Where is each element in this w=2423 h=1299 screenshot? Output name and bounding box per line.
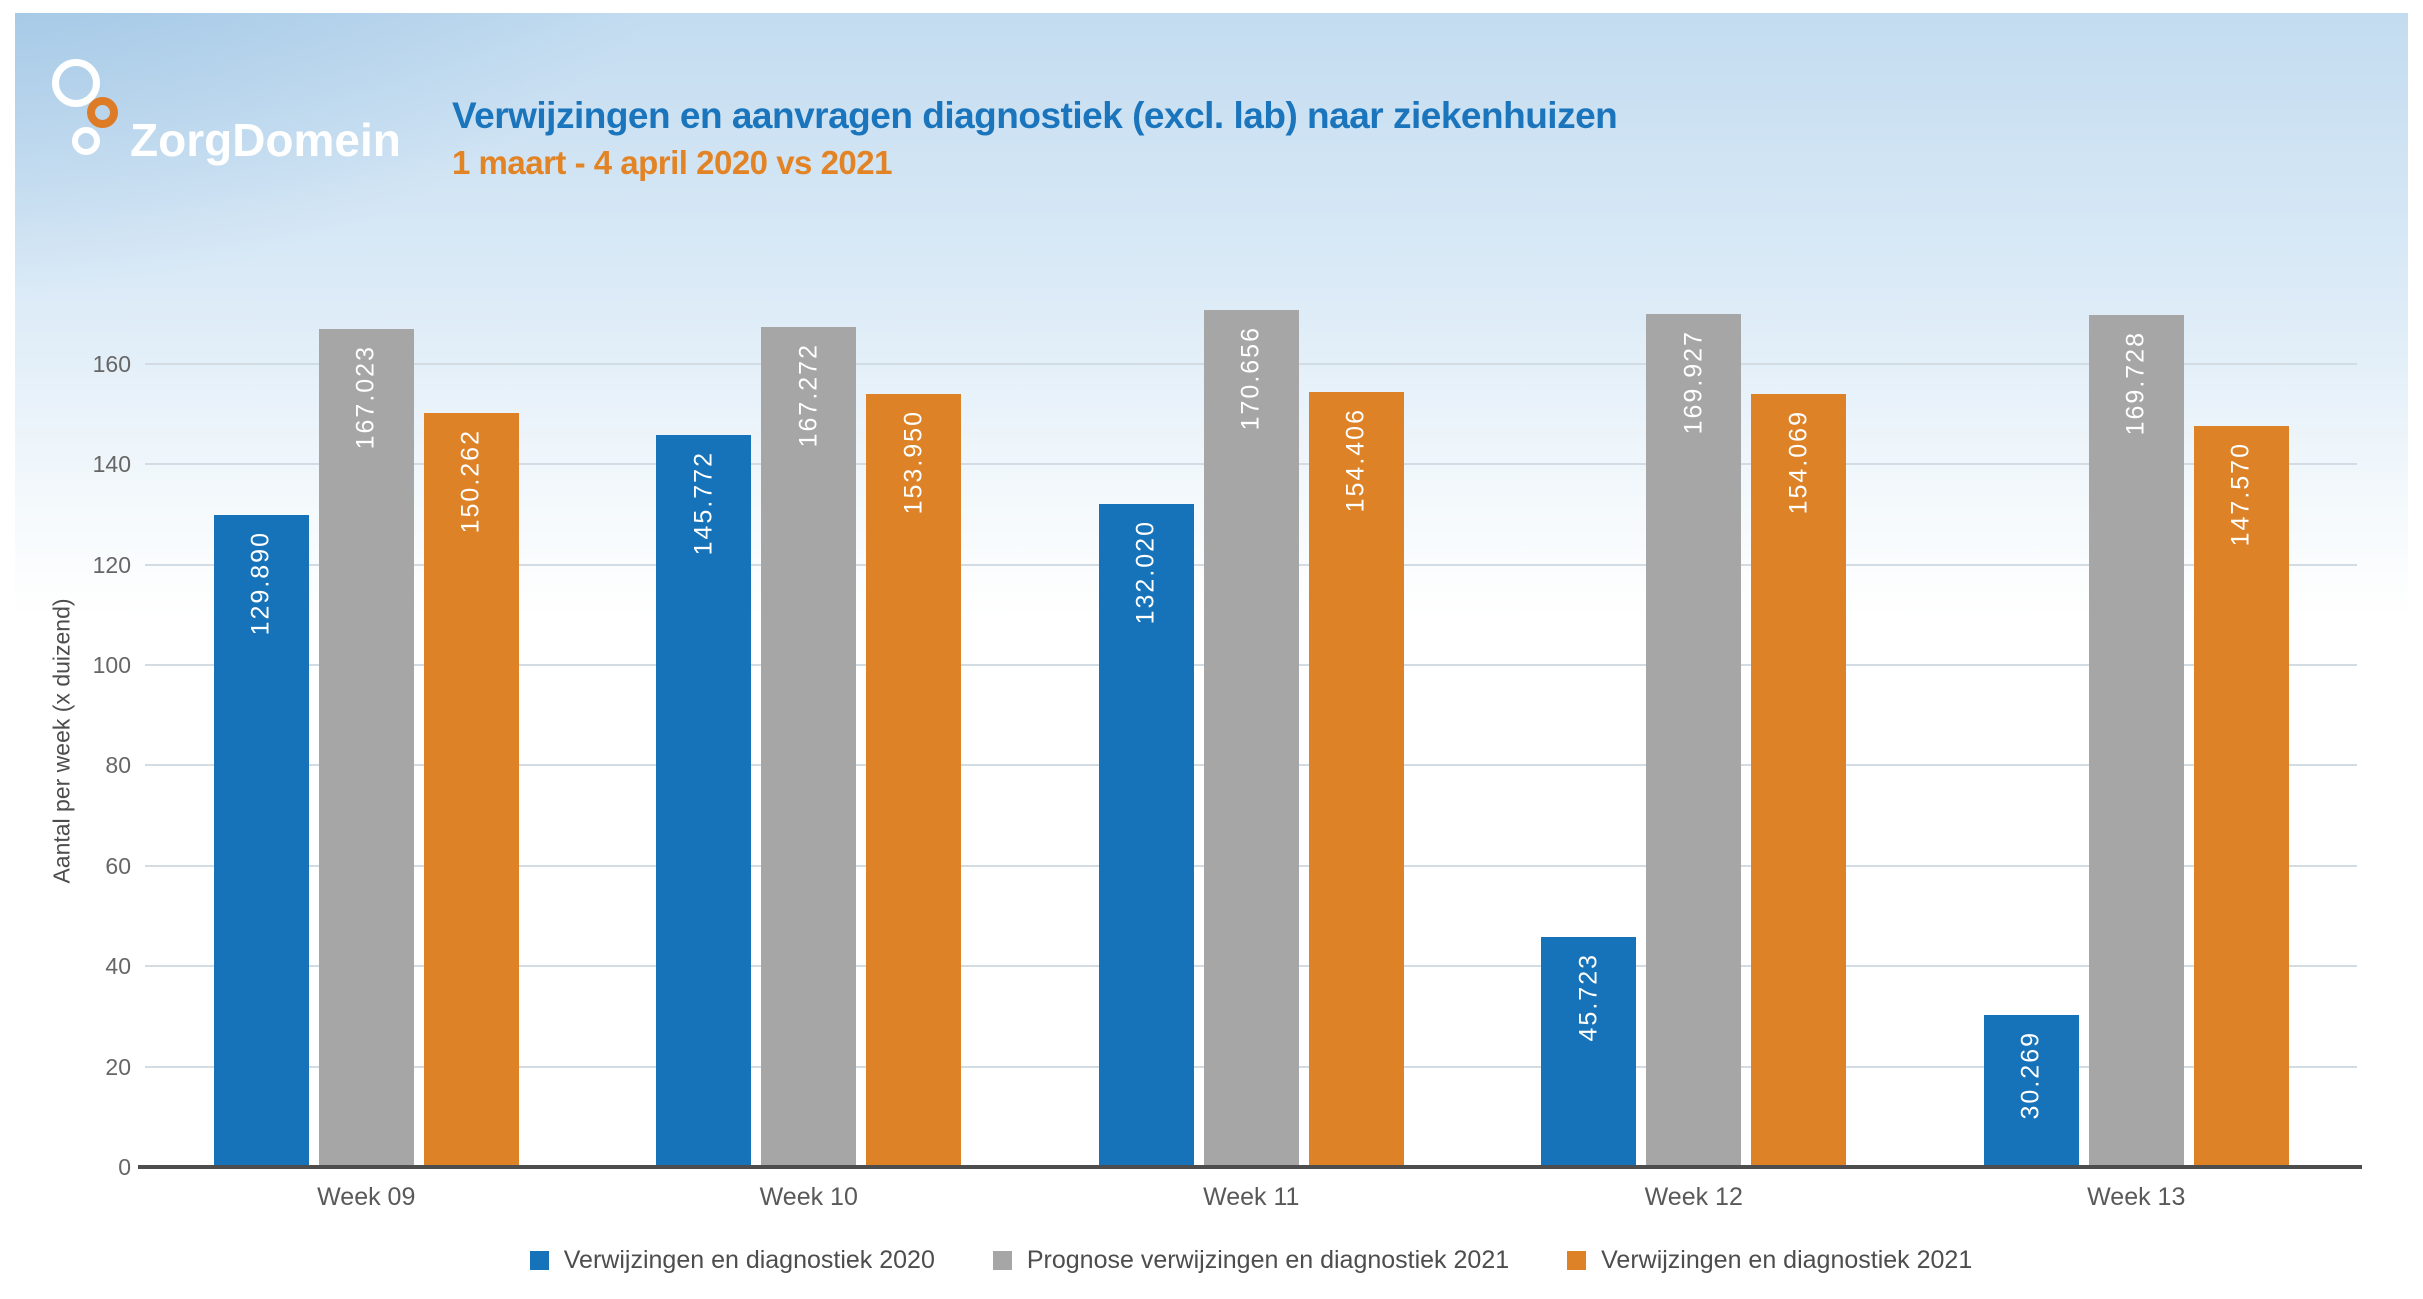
- bar-value-label: 132.020: [1131, 520, 1160, 625]
- legend-marker-icon: [992, 1251, 1012, 1270]
- bar-group-week-13: 30.269 169.728 147.570: [1983, 295, 2289, 1167]
- bar-2020-week-12: 45.723: [1541, 937, 1637, 1167]
- bar-prognose-2021-week-12: 169.927: [1646, 314, 1742, 1167]
- bar-group-week-11: 132.020 170.656 154.406: [1098, 295, 1404, 1167]
- bar-group-week-10: 145.772 167.272 153.950: [656, 295, 962, 1167]
- bar-value-label: 154.069: [1784, 410, 1813, 515]
- bar-2020-week-13: 30.269: [1983, 1015, 2079, 1167]
- y-tick-label-40: 40: [105, 953, 131, 980]
- bar-value-label: 145.772: [689, 451, 718, 556]
- bar-value-label: 129.890: [246, 531, 275, 636]
- plot-area: 0 20 40 60 80 100 120 140 160 129.890 167.023 150.…: [93, 295, 2362, 1211]
- chart-title: Verwijzingen en aanvragen diagnostiek (e…: [452, 95, 1618, 136]
- bar-prognose-2021-week-11: 170.656: [1203, 310, 1299, 1167]
- logo-circle-orange-icon: [87, 97, 118, 128]
- bar-value-label: 169.927: [1679, 330, 1708, 435]
- chart-subtitle: 1 maart - 4 april 2020 vs 2021: [452, 144, 892, 181]
- legend-label: Verwijzingen en diagnostiek 2021: [1601, 1246, 1973, 1274]
- bar-prognose-2021-week-09: 167.023: [318, 329, 414, 1167]
- bar-group-week-09: 129.890 167.023 150.262: [213, 295, 519, 1167]
- bar-value-label: 147.570: [2226, 442, 2255, 547]
- bar-2020-week-09: 129.890: [213, 515, 309, 1167]
- logo-circle-large-icon: [52, 59, 100, 107]
- bar-value-label: 169.728: [2121, 331, 2150, 436]
- y-tick-label-0: 0: [118, 1154, 131, 1180]
- bar-value-label: 150.262: [456, 429, 485, 534]
- bar-value-label: 170.656: [1236, 326, 1265, 431]
- legend-item-3: Verwijzingen en diagnostiek 2021: [1567, 1246, 1972, 1275]
- y-tick-label-120: 120: [92, 551, 131, 578]
- x-axis-label-09: Week 09: [317, 1183, 416, 1211]
- bar-value-label: 154.406: [1341, 408, 1370, 513]
- y-tick-label-20: 20: [105, 1053, 131, 1080]
- y-tick-label-100: 100: [92, 652, 131, 678]
- x-axis-label-10: Week 10: [759, 1183, 858, 1211]
- bar-value-label: 45.723: [1574, 953, 1603, 1042]
- bar-value-label: 153.950: [899, 410, 928, 515]
- bar-2020-week-10: 145.772: [656, 435, 752, 1167]
- bar-prognose-2021-week-10: 167.272: [761, 327, 857, 1167]
- y-tick-label-60: 60: [105, 852, 131, 879]
- y-tick-label-140: 140: [92, 451, 131, 478]
- bar-value-label: 167.272: [794, 343, 823, 448]
- x-axis-label-11: Week 11: [1203, 1183, 1300, 1211]
- logo-circle-small-icon: [72, 127, 100, 155]
- logo-wordmark: ZorgDomein: [130, 114, 401, 166]
- y-axis-title: Aantal per week (x duizend): [48, 598, 75, 884]
- legend-item-1: Verwijzingen en diagnostiek 2020: [529, 1246, 935, 1275]
- bar-2021-week-13: 147.570: [2193, 426, 2289, 1167]
- x-axis-label-12: Week 12: [1644, 1183, 1743, 1211]
- chart-legend: Verwijzingen en diagnostiek 2020 Prognose…: [145, 1246, 2357, 1275]
- bar-2021-week-11: 154.406: [1308, 392, 1404, 1167]
- legend-item-2: Prognose verwijzingen en diagnostiek 202…: [992, 1246, 1510, 1275]
- bar-2021-week-12: 154.069: [1751, 394, 1847, 1167]
- y-tick-label-160: 160: [92, 350, 131, 377]
- legend-marker-icon: [529, 1251, 549, 1270]
- x-axis-line: [138, 1165, 2362, 1169]
- x-axis-label-13: Week 13: [2087, 1183, 2186, 1211]
- bar-value-label: 167.023: [351, 345, 380, 450]
- y-tick-label-80: 80: [105, 752, 131, 779]
- legend-label: Verwijzingen en diagnostiek 2020: [563, 1246, 935, 1274]
- bar-2020-week-11: 132.020: [1098, 504, 1194, 1167]
- legend-marker-icon: [1567, 1251, 1587, 1270]
- title-block: Verwijzingen en aanvragen diagnostiek (e…: [452, 95, 1618, 182]
- bar-2021-week-10: 153.950: [866, 394, 962, 1167]
- bar-2021-week-09: 150.262: [423, 413, 519, 1167]
- legend-label: Prognose verwijzingen en diagnostiek 202…: [1026, 1246, 1510, 1274]
- bar-value-label: 30.269: [2016, 1031, 2045, 1120]
- bar-prognose-2021-week-13: 169.728: [2088, 315, 2184, 1167]
- bar-group-week-12: 45.723 169.927 154.069: [1541, 295, 1847, 1167]
